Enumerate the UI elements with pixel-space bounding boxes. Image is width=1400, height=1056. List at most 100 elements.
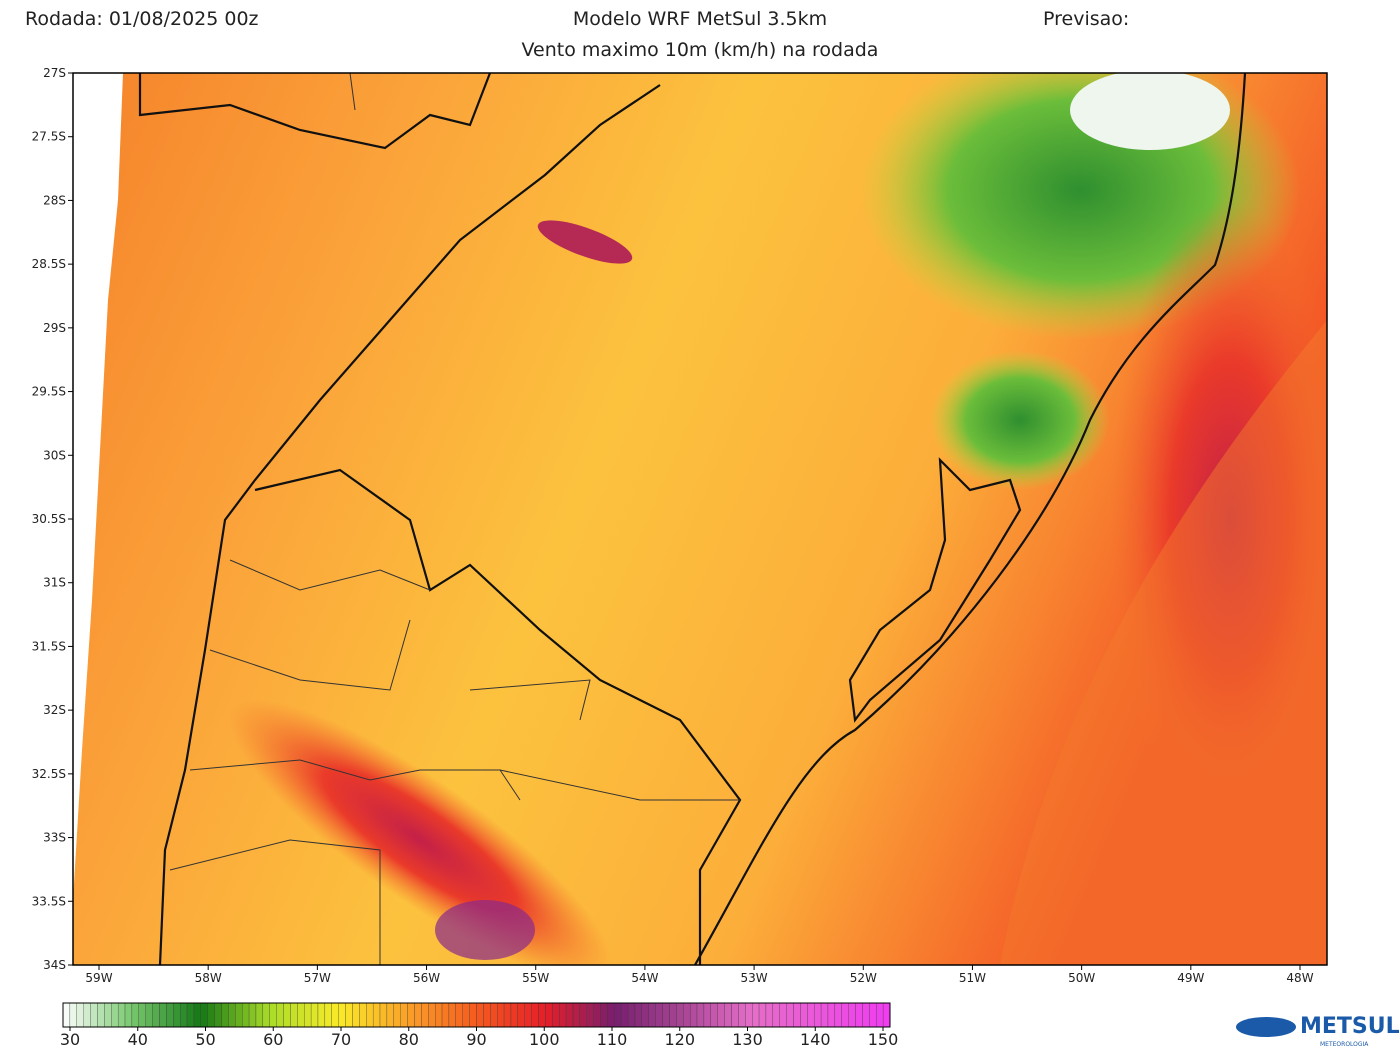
colorbar-swatch <box>269 1002 277 1028</box>
colorbar-swatch <box>662 1002 670 1028</box>
colorbar-swatch <box>476 1002 484 1028</box>
colorbar-swatch <box>731 1002 739 1028</box>
colorbar-swatch <box>62 1002 71 1028</box>
colorbar-swatch <box>434 1002 443 1028</box>
colorbar-swatch <box>207 1002 215 1028</box>
colorbar-swatch <box>869 1002 877 1028</box>
colorbar-swatch <box>559 1002 567 1028</box>
colorbar-swatch <box>193 1002 201 1028</box>
colorbar-swatch <box>552 1002 560 1028</box>
colorbar-swatch <box>304 1002 312 1028</box>
colorbar-swatch <box>855 1002 863 1028</box>
colorbar-swatch <box>297 1002 305 1028</box>
lat-label: 32S <box>43 703 66 717</box>
colorbar-swatch <box>441 1002 450 1028</box>
colorbar-swatch <box>221 1002 229 1028</box>
colorbar-swatch <box>765 1002 773 1028</box>
colorbar-label: 50 <box>195 1030 215 1049</box>
colorbar-label: 100 <box>529 1030 560 1049</box>
colorbar-label: 130 <box>732 1030 763 1049</box>
colorbar-swatch <box>545 1002 553 1028</box>
lat-label: 29S <box>43 321 66 335</box>
colorbar-swatch <box>97 1002 105 1028</box>
colorbar-swatch <box>814 1002 822 1028</box>
colorbar-swatch <box>807 1002 815 1028</box>
colorbar-swatch <box>111 1002 119 1028</box>
colorbar-swatch <box>648 1002 656 1028</box>
colorbar-swatch <box>834 1002 842 1028</box>
colorbar-swatch <box>393 1002 401 1028</box>
colorbar-swatch <box>331 1002 339 1028</box>
colorbar-swatch <box>882 1002 891 1028</box>
lat-label: 30S <box>43 448 66 462</box>
logo: METSUL METEOROLOGIA <box>1236 1014 1400 1048</box>
colorbar-swatch <box>627 1002 636 1028</box>
logo-icon <box>1236 1017 1296 1037</box>
wind-field <box>73 73 1327 965</box>
colorbar-swatch <box>683 1002 691 1028</box>
colorbar-swatch <box>862 1002 870 1028</box>
lat-label: 28.5S <box>32 257 66 271</box>
colorbar-swatch <box>779 1002 787 1028</box>
colorbar-swatch <box>724 1002 732 1028</box>
lat-label: 31.5S <box>32 639 66 653</box>
colorbar-label: 70 <box>331 1030 351 1049</box>
colorbar-swatch <box>283 1002 291 1028</box>
run-label: Rodada: 01/08/2025 00z <box>25 8 259 30</box>
colorbar-swatch <box>317 1002 326 1028</box>
colorbar-swatch <box>600 1002 608 1028</box>
lon-label: 54W <box>631 971 658 985</box>
colorbar-swatch <box>131 1002 139 1028</box>
lat-label: 28S <box>43 193 66 207</box>
colorbar-label: 120 <box>664 1030 695 1049</box>
lon-label: 52W <box>850 971 877 985</box>
colorbar-swatch <box>572 1002 581 1028</box>
colorbar-swatch <box>276 1002 284 1028</box>
colorbar-swatch <box>372 1002 381 1028</box>
colorbar-swatch <box>428 1002 436 1028</box>
colorbar-swatch <box>710 1002 718 1028</box>
colorbar-swatch <box>255 1002 264 1028</box>
colorbar-swatch <box>703 1002 711 1028</box>
lat-label: 27S <box>43 66 66 80</box>
colorbar-swatch <box>717 1002 725 1028</box>
colorbar-swatch <box>841 1002 849 1028</box>
lat-label: 31S <box>43 576 66 590</box>
lon-label: 53W <box>741 971 768 985</box>
colorbar-swatch <box>607 1002 615 1028</box>
lon-label: 49W <box>1177 971 1204 985</box>
colorbar-swatch <box>524 1002 532 1028</box>
colorbar-swatch <box>745 1002 753 1028</box>
colorbar-swatch <box>510 1002 519 1028</box>
colorbar-swatch <box>180 1002 188 1028</box>
colorbar-swatch <box>145 1002 153 1028</box>
colorbar-swatch <box>407 1002 415 1028</box>
lon-label: 56W <box>413 971 440 985</box>
lat-label: 29.5S <box>32 385 66 399</box>
colorbar-swatch <box>400 1002 408 1028</box>
colorbar-label: 60 <box>263 1030 283 1049</box>
colorbar-swatch <box>497 1002 505 1028</box>
colorbar-label: 140 <box>800 1030 831 1049</box>
colorbar-swatch <box>90 1002 98 1028</box>
colorbar-swatch <box>579 1002 587 1028</box>
colorbar-swatch <box>242 1002 250 1028</box>
lat-label: 33.5S <box>32 894 66 908</box>
forecast-label: Previsao: <box>1043 8 1129 30</box>
colorbar-swatch <box>338 1002 346 1028</box>
colorbar-swatch <box>827 1002 836 1028</box>
colorbar-swatch <box>117 1002 126 1028</box>
subtitle: Vento maximo 10m (km/h) na rodada <box>522 39 879 61</box>
colorbar-swatch <box>634 1002 643 1028</box>
lat-label: 32.5S <box>32 767 66 781</box>
colorbar-swatch <box>676 1002 684 1028</box>
colorbar-swatch <box>166 1002 174 1028</box>
logo-subtext: METEOROLOGIA <box>1320 1041 1369 1048</box>
colorbar-swatch <box>448 1002 456 1028</box>
lat-label: 33S <box>43 831 66 845</box>
colorbar-swatch <box>414 1002 422 1028</box>
colorbar-swatch <box>641 1002 649 1028</box>
colorbar-label: 40 <box>128 1030 148 1049</box>
colorbar-swatch <box>820 1002 829 1028</box>
